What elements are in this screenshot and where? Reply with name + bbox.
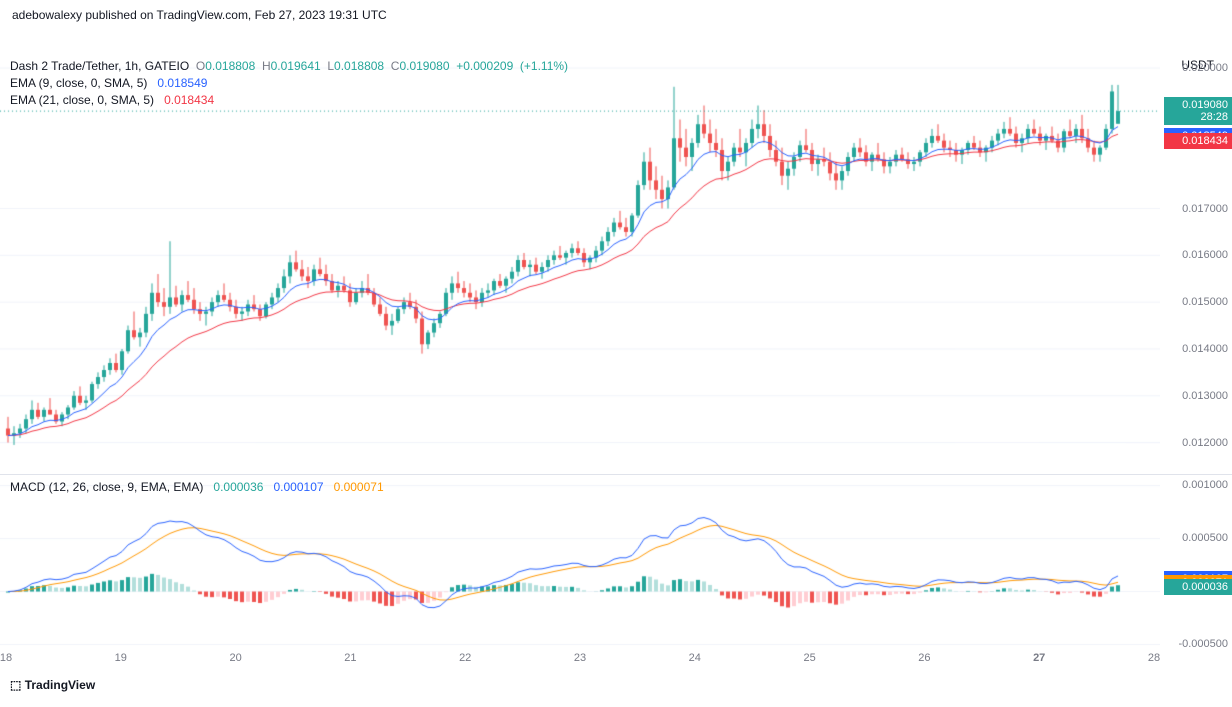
pair-legend-row: Dash 2 Trade/Tether, 1h, GATEIO O0.01880… [10, 58, 568, 74]
price-canvas [0, 54, 1160, 466]
c-value: 0.019080 [399, 59, 449, 73]
h-label: H [262, 59, 271, 73]
macd-legend-row: MACD (12, 26, close, 9, EMA, EMA) 0.0000… [10, 479, 384, 495]
logo-icon: ⬚ [10, 678, 21, 692]
l-value: 0.018808 [334, 59, 384, 73]
o-label: O [196, 59, 205, 73]
change-pct: (+1.11%) [520, 59, 568, 73]
price-panel[interactable]: Dash 2 Trade/Tether, 1h, GATEIO O0.01880… [0, 54, 1232, 466]
price-plot-area[interactable] [0, 54, 1160, 466]
macd-value: 0.000107 [273, 480, 323, 494]
ema21-legend-row: EMA (21, close, 0, SMA, 5) 0.018434 [10, 92, 568, 108]
ema9-value: 0.018549 [157, 76, 207, 90]
tradingview-logo: ⬚ TradingView [10, 678, 95, 692]
ema21-label: EMA (21, close, 0, SMA, 5) [10, 93, 154, 107]
ema21-value: 0.018434 [164, 93, 214, 107]
x-axis[interactable]: 1819202122232425262728 [0, 650, 1160, 670]
macd-panel[interactable]: MACD (12, 26, close, 9, EMA, EMA) 0.0000… [0, 474, 1232, 670]
pair-name: Dash 2 Trade/Tether, 1h, GATEIO [10, 59, 189, 73]
price-legend: Dash 2 Trade/Tether, 1h, GATEIO O0.01880… [10, 58, 568, 109]
macd-canvas [0, 475, 1160, 671]
chart-container: USDT Dash 2 Trade/Tether, 1h, GATEIO O0.… [0, 30, 1232, 698]
macd-plot-area[interactable] [0, 475, 1160, 670]
macd-hist-value: 0.000036 [213, 480, 263, 494]
macd-label: MACD (12, 26, close, 9, EMA, EMA) [10, 480, 203, 494]
ema9-legend-row: EMA (9, close, 0, SMA, 5) 0.018549 [10, 75, 568, 91]
o-value: 0.018808 [205, 59, 255, 73]
macd-legend: MACD (12, 26, close, 9, EMA, EMA) 0.0000… [10, 479, 384, 496]
macd-y-axis[interactable]: -0.0005000.0005000.0010000.0001070.00007… [1160, 474, 1232, 670]
ema9-label: EMA (9, close, 0, SMA, 5) [10, 76, 147, 90]
h-value: 0.019641 [271, 59, 321, 73]
logo-text: TradingView [25, 678, 95, 692]
publish-header: adebowalexy published on TradingView.com… [0, 0, 1232, 30]
macd-signal-value: 0.000071 [334, 480, 384, 494]
price-y-axis[interactable]: 0.0120000.0130000.0140000.0150000.016000… [1160, 54, 1232, 466]
change-abs: +0.000209 [456, 59, 513, 73]
